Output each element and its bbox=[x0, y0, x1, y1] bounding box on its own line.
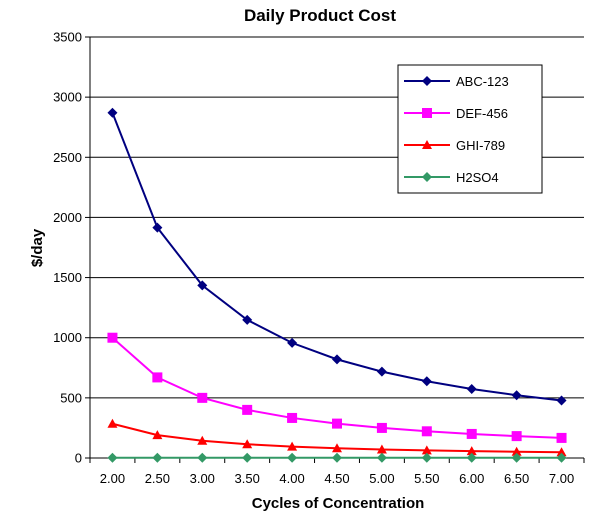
legend-label: ABC-123 bbox=[456, 74, 509, 89]
data-point bbox=[556, 447, 567, 457]
data-point bbox=[511, 452, 522, 463]
data-point bbox=[242, 314, 253, 325]
data-point bbox=[197, 435, 208, 445]
plot-area: 0 500 1000 1500 2000 2500 3000 3500 2.00 2.50 3.00… bbox=[53, 30, 585, 486]
data-point bbox=[152, 372, 163, 383]
data-point bbox=[287, 337, 298, 348]
data-point bbox=[242, 439, 253, 449]
x-tick-label: 4.00 bbox=[279, 471, 304, 486]
x-tick-label: 3.50 bbox=[235, 471, 260, 486]
legend-label: DEF-456 bbox=[456, 106, 508, 121]
data-point bbox=[107, 107, 118, 118]
data-point bbox=[287, 452, 298, 463]
legend-marker bbox=[422, 76, 432, 86]
data-point bbox=[376, 452, 387, 463]
x-tick-label: 2.00 bbox=[100, 471, 125, 486]
data-point bbox=[466, 428, 477, 439]
x-tick-label: 4.50 bbox=[324, 471, 349, 486]
y-tick-label: 2000 bbox=[53, 210, 82, 225]
x-tick-label: 6.00 bbox=[459, 471, 484, 486]
y-tick-label: 2500 bbox=[53, 150, 82, 165]
x-axis-title: Cycles of Concentration bbox=[252, 495, 425, 512]
data-point bbox=[107, 452, 118, 463]
legend-marker bbox=[422, 140, 432, 149]
data-point bbox=[376, 444, 387, 454]
data-point bbox=[332, 418, 342, 429]
x-tick-label: 3.00 bbox=[190, 471, 215, 486]
data-point bbox=[421, 452, 432, 463]
data-point bbox=[152, 430, 163, 440]
data-point bbox=[107, 332, 118, 343]
data-point bbox=[376, 422, 387, 433]
x-tick-label: 6.50 bbox=[504, 471, 529, 486]
data-point bbox=[556, 395, 567, 406]
y-tick-label: 1500 bbox=[53, 270, 82, 285]
data-point bbox=[197, 280, 208, 291]
data-point bbox=[242, 404, 253, 415]
y-tick-label: 3500 bbox=[53, 30, 82, 45]
data-point bbox=[421, 445, 432, 455]
legend-marker bbox=[422, 108, 432, 118]
legend-marker bbox=[422, 172, 432, 182]
data-point bbox=[287, 412, 298, 423]
data-point bbox=[511, 446, 522, 456]
data-point bbox=[556, 452, 567, 463]
x-tick-label: 5.50 bbox=[414, 471, 439, 486]
y-tick-label: 1000 bbox=[53, 330, 82, 345]
data-point bbox=[466, 452, 477, 463]
data-point bbox=[376, 366, 387, 377]
x-tick-label: 7.00 bbox=[549, 471, 574, 486]
data-point bbox=[421, 426, 432, 437]
data-point bbox=[421, 376, 432, 387]
y-tick-label: 3000 bbox=[53, 90, 82, 105]
data-point bbox=[466, 383, 477, 394]
data-point bbox=[556, 432, 567, 443]
x-tick-label: 5.00 bbox=[369, 471, 394, 486]
data-point bbox=[197, 452, 208, 463]
y-tick-label: 0 bbox=[75, 451, 82, 466]
data-point bbox=[197, 392, 208, 403]
y-tick-label: 500 bbox=[60, 390, 82, 405]
y-axis-title: $/day bbox=[29, 228, 46, 267]
data-point bbox=[332, 452, 342, 463]
data-point bbox=[242, 452, 253, 463]
chart-title: Daily Product Cost bbox=[244, 6, 396, 25]
data-point bbox=[332, 443, 342, 453]
data-point bbox=[466, 446, 477, 456]
data-point bbox=[152, 452, 163, 463]
x-tick-label: 2.50 bbox=[145, 471, 170, 486]
data-point bbox=[332, 354, 342, 365]
legend: ABC-123 DEF-456 GHI-789 H2SO4 bbox=[397, 64, 543, 194]
legend-label: GHI-789 bbox=[456, 138, 505, 153]
data-point bbox=[511, 431, 522, 442]
legend-box bbox=[397, 64, 543, 194]
data-point bbox=[152, 222, 163, 233]
data-point bbox=[107, 418, 118, 428]
data-point bbox=[511, 390, 522, 401]
legend-label: H2SO4 bbox=[456, 170, 499, 185]
data-point bbox=[287, 441, 298, 451]
